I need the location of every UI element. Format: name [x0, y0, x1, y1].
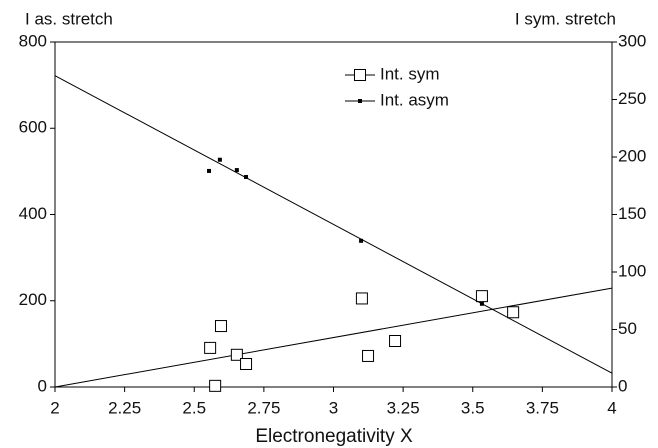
trend-line [54, 287, 613, 388]
x-tick-label: 4 [607, 398, 616, 417]
marker-square [214, 320, 227, 333]
marker-dot [217, 157, 222, 162]
marker-square [507, 306, 520, 319]
marker-dot [479, 301, 484, 306]
plot-frame [54, 41, 613, 388]
x-tick-label: 3 [329, 398, 338, 417]
y2-tick-label: 150 [618, 204, 646, 223]
marker-square [240, 358, 253, 370]
legend-label: Int. sym [380, 64, 440, 83]
x-tick-label: 2.5 [182, 398, 206, 417]
y-tick-label: 800 [19, 31, 47, 50]
y-tick-label: 400 [19, 204, 47, 223]
marker-square [354, 69, 366, 81]
x-tick-label: 3.75 [526, 398, 559, 417]
marker-square [204, 341, 217, 354]
marker-dot [207, 168, 212, 173]
trend-line [54, 75, 613, 374]
marker-square [362, 349, 375, 362]
x-tick-label: 3.25 [387, 398, 420, 417]
marker-square [209, 379, 222, 392]
y2-tick-label: 300 [618, 31, 646, 50]
x-axis-label: Electronegativity X [255, 426, 413, 447]
marker-dot [244, 174, 249, 179]
marker-square [389, 335, 402, 347]
y2-tick-label: 100 [618, 261, 646, 280]
x-tick-label: 2.25 [108, 398, 141, 417]
marker-square [475, 290, 488, 303]
y2-tick-label: 0 [618, 376, 627, 395]
y2-tick-label: 250 [618, 89, 646, 108]
x-tick-label: 2.75 [247, 398, 280, 417]
y-tick-label: 600 [19, 118, 47, 137]
y2-tick-label: 200 [618, 146, 646, 165]
legend-label: Int. asym [380, 90, 449, 109]
y-axis-label: I as. stretch [25, 9, 113, 28]
marker-dot [234, 168, 239, 173]
marker-square [355, 292, 368, 305]
y2-tick-label: 50 [618, 319, 637, 338]
y-tick-label: 200 [19, 290, 47, 309]
marker-square [230, 348, 243, 361]
x-tick-label: 2 [50, 398, 59, 417]
x-tick-label: 3.5 [461, 398, 485, 417]
y2-axis-label: I sym. stretch [515, 9, 616, 28]
marker-dot [358, 99, 362, 103]
y-tick-label: 0 [38, 376, 47, 395]
marker-dot [359, 238, 364, 243]
